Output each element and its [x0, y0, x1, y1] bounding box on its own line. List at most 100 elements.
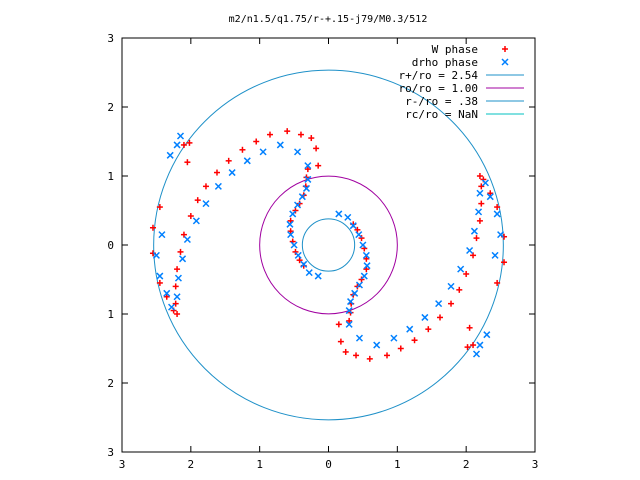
drho-phase-point — [286, 220, 294, 228]
w-phase-point — [476, 173, 483, 179]
x-tick-label: 0 — [325, 458, 332, 471]
drho-phase-point — [345, 307, 353, 315]
x-tick-label: 1 — [394, 458, 401, 471]
drho-phase-point — [351, 289, 359, 297]
drho-phase-point — [360, 272, 368, 280]
w-phase-point — [225, 157, 232, 164]
drho-phase-point — [158, 231, 166, 239]
drho-phase-point — [481, 179, 489, 187]
drho-phase-point — [293, 148, 302, 156]
w-phase-point — [335, 321, 342, 328]
y-tick-label: 3 — [107, 32, 114, 45]
w-phase-point — [342, 348, 349, 355]
radius-circle — [301, 218, 356, 272]
drho-phase-point — [470, 227, 478, 235]
w-phase-point — [502, 46, 508, 52]
w-phase-point — [287, 228, 294, 235]
w-phase-point — [266, 131, 273, 138]
w-phase-point — [187, 213, 194, 220]
x-tick-label: 3 — [119, 458, 126, 471]
w-phase-point — [494, 204, 501, 211]
drho-phase-point — [359, 241, 367, 249]
w-phase-point — [346, 317, 353, 324]
w-phase-point — [213, 169, 220, 176]
w-phase-point — [437, 314, 444, 321]
drho-phase-point — [152, 251, 160, 259]
drho-phase-point — [290, 241, 298, 249]
w-phase-point — [363, 255, 370, 262]
drho-phase-point — [344, 213, 352, 221]
drho-phase-point — [345, 320, 353, 328]
w-phase-point — [463, 270, 470, 277]
drho-phase-point — [501, 58, 509, 66]
drho-phase-point — [457, 265, 465, 273]
drho-phase-point — [302, 184, 311, 192]
w-phase-point — [478, 183, 485, 190]
w-phase-point — [308, 135, 315, 142]
w-phase-point — [186, 139, 193, 146]
drho-phase-point — [349, 222, 357, 230]
w-phase-point — [297, 131, 304, 138]
y-tick-label: 2 — [107, 101, 114, 114]
drho-phase-point — [289, 210, 297, 218]
drho-phase-point — [294, 251, 302, 259]
drho-phase-point — [156, 272, 164, 280]
drho-phase-point — [243, 157, 251, 165]
x-tick-label: 3 — [532, 458, 539, 471]
w-phase-point — [253, 138, 260, 145]
drho-phase-point — [335, 210, 343, 218]
drho-phase-point — [298, 193, 306, 201]
drho-phase-point — [168, 303, 176, 311]
drho-phase-point — [173, 293, 181, 301]
w-phase-point — [292, 248, 299, 255]
w-phase-point — [470, 252, 477, 259]
y-tick-label: 3 — [107, 446, 114, 459]
drho-phase-point — [421, 313, 429, 321]
chart-title: m2/n1.5/q1.75/r-+.15-j79/M0.3/512 — [229, 14, 428, 25]
x-tick-label: 2 — [188, 458, 195, 471]
drho-phase-point — [228, 169, 236, 177]
w-phase-point — [473, 235, 480, 242]
w-phase-point — [172, 283, 179, 290]
drho-phase-point — [192, 217, 200, 225]
drho-phase-point — [486, 193, 494, 201]
w-phase-point — [425, 326, 432, 333]
w-phase-point — [172, 300, 179, 307]
x-tick-label: 1 — [256, 458, 263, 471]
drho-phase-point — [174, 274, 182, 282]
w-phase-point — [149, 224, 156, 231]
legend-label: W phase — [432, 43, 478, 56]
drho-phase-point — [304, 162, 312, 170]
legend-label: drho phase — [412, 56, 478, 69]
drho-phase-point — [483, 331, 491, 339]
w-phase-point — [337, 338, 344, 345]
drho-phase-point — [304, 175, 312, 183]
drho-phase-point — [176, 132, 185, 140]
legend-label: ro/ro = 1.00 — [399, 82, 478, 95]
y-tick-label: 1 — [107, 170, 114, 183]
w-phase-point — [366, 355, 373, 362]
drho-phase-point — [447, 282, 455, 290]
w-phase-point — [456, 286, 463, 293]
y-tick-label: 1 — [107, 308, 114, 321]
w-phase-point — [358, 276, 365, 283]
drho-phase-point — [355, 231, 363, 239]
drho-phase-point — [497, 231, 505, 239]
w-phase-point — [177, 248, 184, 255]
w-phase-point — [315, 162, 322, 169]
drho-phase-point — [475, 208, 483, 216]
drho-phase-point — [355, 281, 364, 289]
scatter-series — [149, 128, 508, 362]
drho-phase-point — [166, 151, 174, 159]
drho-phase-point — [406, 325, 414, 333]
drho-phase-point — [435, 300, 443, 308]
w-phase-point — [501, 259, 508, 266]
drho-phase-point — [355, 334, 364, 342]
drho-phase-point — [305, 269, 313, 277]
drho-phase-point — [362, 251, 370, 259]
w-phase-point — [180, 141, 187, 148]
w-phase-point — [353, 352, 360, 359]
